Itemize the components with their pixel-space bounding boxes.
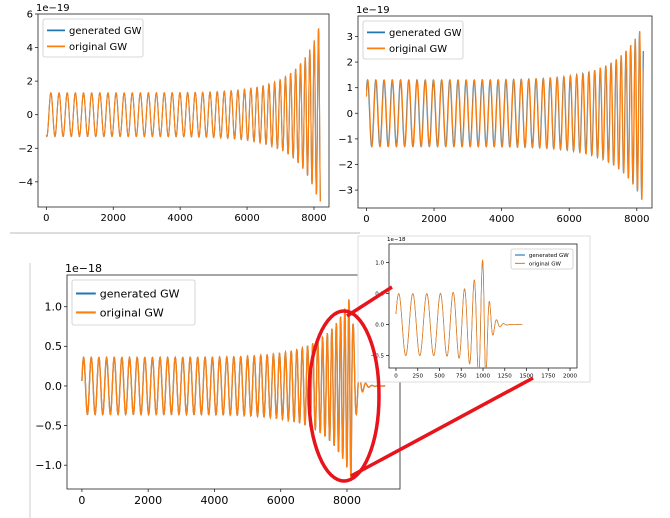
y-tick-label: 0: [347, 109, 353, 120]
y-tick-label: −4: [18, 177, 33, 188]
legend-label-0: generated GW: [529, 253, 569, 259]
x-tick-label: 2000: [101, 213, 126, 224]
x-tick-label: 8000: [333, 494, 361, 507]
x-tick-label: 0: [363, 214, 369, 225]
x-tick-label: 2000: [134, 494, 162, 507]
legend-label-1: original GW: [69, 42, 127, 53]
y-tick-label: 0.5: [45, 340, 63, 353]
x-tick-label: 4000: [200, 494, 228, 507]
x-tick-label: 500: [434, 374, 445, 380]
y-tick-label: 1: [347, 83, 353, 94]
legend-label-1: original GW: [389, 44, 447, 55]
series-line-original: [45, 27, 321, 202]
axis-scale-label: 1e−18: [65, 262, 102, 275]
y-tick-label: 1.0: [45, 301, 63, 314]
series-line-original: [395, 259, 523, 368]
y-tick-label: 1.0: [375, 261, 384, 267]
x-tick-label: 0: [394, 374, 398, 380]
axis-scale-label: 1e−18: [387, 237, 406, 243]
y-tick-label: −1.0: [35, 459, 62, 472]
y-tick-label: 0.0: [45, 380, 63, 393]
y-tick-label: −1: [338, 134, 353, 145]
legend: generated GW original GW: [71, 279, 196, 326]
x-tick-label: 4000: [167, 213, 192, 224]
legend-label-0: generated GW: [69, 26, 142, 37]
x-tick-label: 6000: [556, 214, 581, 225]
x-tick-label: 1000: [476, 374, 490, 380]
x-tick-label: 250: [412, 374, 423, 380]
y-tick-label: 2: [27, 77, 33, 88]
y-tick-label: 3: [347, 32, 353, 43]
y-tick-label: 2: [347, 58, 353, 69]
legend-box: [42, 18, 144, 58]
y-tick-label: −2: [18, 144, 33, 155]
x-tick-label: 8000: [624, 214, 649, 225]
x-tick-label: 1750: [541, 374, 555, 380]
x-tick-label: 1500: [520, 374, 534, 380]
legend-label-0: generated GW: [100, 287, 180, 300]
legend: generated GW original GW: [42, 18, 144, 58]
x-tick-label: 750: [456, 374, 467, 380]
legend: generated GW original GW: [510, 248, 574, 270]
y-tick-label: −0.5: [371, 354, 385, 360]
x-tick-label: 6000: [267, 494, 295, 507]
legend-label-1: original GW: [529, 261, 562, 267]
series-line-original: [365, 31, 644, 200]
zoom-connector-line: [350, 376, 534, 478]
y-tick-label: 0.0: [375, 323, 384, 329]
x-tick-label: 8000: [301, 213, 326, 224]
x-tick-label: 0: [78, 494, 85, 507]
y-tick-label: 4: [27, 43, 33, 54]
chart-panel-2: 0 2000 4000 6000 8000 −3 −2 −1 0 1 2 3 1e−19 generate…: [338, 5, 653, 225]
y-tick-label: −0.5: [35, 419, 62, 432]
axis-scale-label: 1e−19: [36, 3, 70, 14]
x-tick-label: 2000: [421, 214, 446, 225]
x-tick-label: 4000: [489, 214, 514, 225]
y-tick-label: 0: [27, 110, 33, 121]
axis-scale-label: 1e−19: [356, 5, 390, 16]
x-tick-label: 0: [43, 213, 49, 224]
x-tick-label: 6000: [234, 213, 259, 224]
x-tick-label: 1250: [498, 374, 512, 380]
chart-panel-3: 0 2000 4000 6000 8000 −1.0 −0.5 0.0 0.5 1.0 1e−18 g…: [35, 262, 401, 507]
highlight-ellipse: [307, 309, 381, 483]
x-tick-label: 2000: [563, 374, 577, 380]
legend: generated GW original GW: [362, 20, 464, 60]
chart-panel-4: 025050075010001250150017502000−0.50.00.5…: [371, 237, 578, 380]
legend-box: [510, 248, 574, 270]
legend-label-1: original GW: [100, 306, 164, 319]
legend-box: [362, 20, 464, 60]
zoom-connector-line: [346, 285, 393, 318]
y-tick-label: −2: [338, 160, 353, 171]
chart-panel-1: 0 2000 4000 6000 8000 −4 −2 0 2 4 61e−19 generated …: [18, 3, 330, 224]
series-line-original: [81, 299, 386, 478]
y-tick-label: 6: [27, 10, 33, 21]
legend-label-0: generated GW: [389, 28, 462, 39]
legend-box: [71, 279, 196, 326]
y-tick-label: −3: [338, 186, 353, 197]
